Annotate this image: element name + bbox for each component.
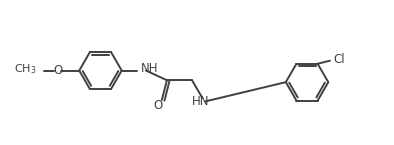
Text: Cl: Cl [333, 53, 345, 66]
Text: O: O [153, 99, 163, 112]
Text: $\mathsf{CH_3}$: $\mathsf{CH_3}$ [14, 62, 37, 76]
Text: O: O [53, 64, 63, 77]
Text: HN: HN [192, 95, 209, 108]
Text: NH: NH [141, 62, 158, 75]
